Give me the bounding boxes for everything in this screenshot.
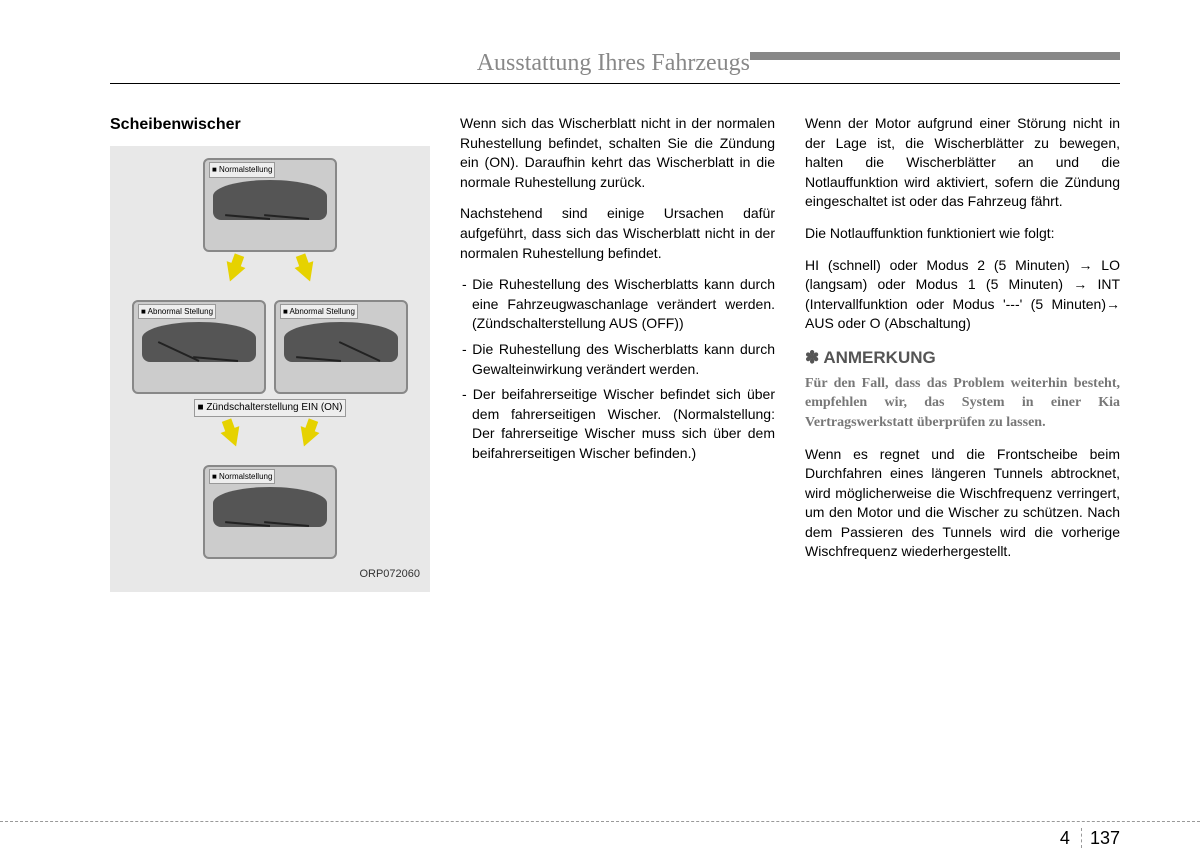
chapter-title: Ausstattung Ihres Fahrzeugs (477, 50, 750, 76)
note-heading: ✽ ANMERKUNG (805, 346, 1120, 370)
arrow-icon (294, 262, 319, 286)
figure-label-normal-top: ■ Normalstellung (209, 162, 275, 177)
paragraph: Wenn es regnet und die Frontscheibe beim… (805, 445, 1120, 563)
paragraph: HI (schnell) oder Modus 2 (5 Minuten) → … (805, 256, 1120, 334)
page-footer: 4 137 (0, 821, 1200, 849)
arrow-icon (221, 426, 246, 450)
column-3: Wenn der Motor aufgrund einer Störung ni… (805, 114, 1120, 592)
causes-list: Die Ruhestellung des Wischerblatts kann … (460, 275, 775, 463)
arrow-icon (294, 426, 319, 450)
figure-label-ignition: ■ Zündschalterstellung EIN (ON) (194, 399, 347, 417)
figure-label-abnormal-right: ■ Abnormal Stellung (280, 304, 358, 319)
figure-label-normal-bottom: ■ Normalstellung (209, 469, 275, 484)
figure-abnormal-right: ■ Abnormal Stellung (274, 300, 408, 394)
page-number: 137 (1081, 828, 1120, 848)
paragraph: Wenn sich das Wischerblatt nicht in der … (460, 114, 775, 192)
paragraph: Nachstehend sind einige Ursachen dafür a… (460, 204, 775, 263)
list-item: Die Ruhestellung des Wischerblatts kann … (460, 275, 775, 334)
figure-normal-bottom: ■ Normalstellung (203, 465, 337, 559)
column-1: Scheibenwischer ■ Normalstellung ■ Abnor… (110, 114, 430, 592)
figure-normal-top: ■ Normalstellung (203, 158, 337, 252)
paragraph: Wenn der Motor aufgrund einer Störung ni… (805, 114, 1120, 212)
chapter-number: 4 (1060, 828, 1070, 848)
figure-diagram: ■ Normalstellung ■ Abnormal Stellung (110, 146, 430, 592)
column-2: Wenn sich das Wischerblatt nicht in der … (460, 114, 775, 592)
figure-label-abnormal-left: ■ Abnormal Stellung (138, 304, 216, 319)
paragraph: Die Notlauffunktion funktioniert wie fol… (805, 224, 1120, 244)
header-accent-bar (750, 52, 1120, 60)
header-rule (110, 83, 1120, 84)
arrow-icon (221, 262, 246, 286)
note-text: Für den Fall, dass das Problem weiterhin… (805, 374, 1120, 433)
section-title: Scheibenwischer (110, 114, 430, 136)
figure-code: ORP072060 (120, 567, 420, 582)
list-item: Der beifahrerseitige Wischer befindet si… (460, 385, 775, 463)
figure-abnormal-left: ■ Abnormal Stellung (132, 300, 266, 394)
list-item: Die Ruhestellung des Wischerblatts kann … (460, 340, 775, 379)
